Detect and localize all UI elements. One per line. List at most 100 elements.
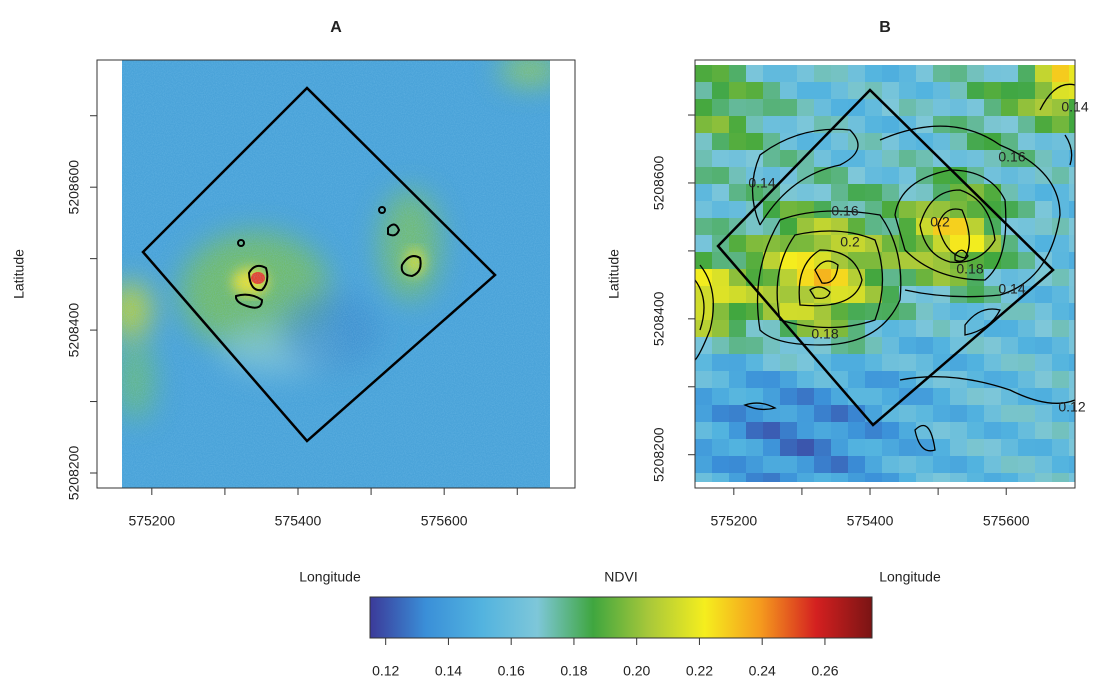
raster-cell <box>814 184 832 202</box>
raster-cell <box>780 405 798 423</box>
colorbar-tick-label: 0.16 <box>498 663 525 679</box>
raster-cell <box>780 99 798 117</box>
contour-label: 0.18 <box>811 326 838 342</box>
raster-cell <box>712 337 730 355</box>
raster-cell <box>712 252 730 270</box>
raster-cell <box>984 456 1002 474</box>
raster-cell <box>695 82 713 100</box>
raster-cell <box>865 371 883 389</box>
panel-title: A <box>330 19 342 36</box>
raster-cell <box>695 235 713 253</box>
raster-cell <box>729 371 747 389</box>
raster-cell <box>1052 456 1070 474</box>
raster-cell <box>882 99 900 117</box>
raster-cell <box>763 116 781 134</box>
x-tick-label: 575400 <box>275 513 322 529</box>
contour-label: 0.18 <box>956 261 983 277</box>
x-axis-label: Longitude <box>879 569 941 585</box>
raster-cell <box>848 320 866 338</box>
raster-cell <box>916 388 934 406</box>
raster-cell <box>882 388 900 406</box>
raster-cell <box>882 150 900 168</box>
raster-cell <box>1018 354 1036 372</box>
raster-cell <box>848 133 866 151</box>
raster-cell <box>984 82 1002 100</box>
raster-cell <box>814 456 832 474</box>
raster-cell <box>763 133 781 151</box>
raster-cell <box>882 218 900 236</box>
contour-label: 0.14 <box>998 281 1025 297</box>
raster-cell <box>1052 133 1070 151</box>
raster-cell <box>814 439 832 457</box>
raster-cell <box>780 167 798 185</box>
raster-cell <box>1035 133 1053 151</box>
raster-cell <box>1035 320 1053 338</box>
contour-label: 0.12 <box>1058 399 1085 415</box>
raster-cell <box>1069 439 1075 457</box>
raster-cell <box>1018 473 1036 482</box>
raster-cell <box>933 65 951 83</box>
raster-cell <box>899 269 917 287</box>
raster-cell <box>950 354 968 372</box>
raster-cell <box>848 218 866 236</box>
raster-cell <box>950 303 968 321</box>
raster-cell <box>797 201 815 219</box>
raster-cell <box>865 65 883 83</box>
raster-cell <box>780 184 798 202</box>
raster-cell <box>1001 320 1019 338</box>
raster-cell <box>797 150 815 168</box>
raster-cell <box>1052 320 1070 338</box>
raster-b <box>695 65 1075 482</box>
raster-cell <box>1035 218 1053 236</box>
raster-cell <box>950 405 968 423</box>
raster-cell <box>797 82 815 100</box>
raster-cell <box>814 354 832 372</box>
colorbar-tick-label: 0.24 <box>749 663 776 679</box>
raster-cell <box>916 405 934 423</box>
raster-cell <box>746 456 764 474</box>
raster-cell <box>882 65 900 83</box>
raster-cell <box>1052 218 1070 236</box>
raster-cell <box>763 150 781 168</box>
raster-cell <box>950 473 968 482</box>
raster-cell <box>780 337 798 355</box>
raster-cell <box>712 354 730 372</box>
raster-cell <box>1052 388 1070 406</box>
raster-cell <box>831 184 849 202</box>
raster-cell <box>831 337 849 355</box>
raster-cell <box>780 473 798 482</box>
raster-cell <box>984 388 1002 406</box>
raster-cell <box>916 473 934 482</box>
raster-cell <box>1018 269 1036 287</box>
raster-cell <box>712 473 730 482</box>
raster-cell <box>1001 201 1019 219</box>
raster-cell <box>848 82 866 100</box>
raster-cell <box>950 388 968 406</box>
raster-cell <box>1052 269 1070 287</box>
contour-label: 0.14 <box>748 175 775 191</box>
raster-cell <box>729 405 747 423</box>
raster-cell <box>1001 133 1019 151</box>
raster-cell <box>814 133 832 151</box>
raster-cell <box>695 150 713 168</box>
raster-cell <box>814 371 832 389</box>
raster-cell <box>729 167 747 185</box>
raster-cell <box>1035 167 1053 185</box>
raster-cell <box>780 252 798 270</box>
raster-cell <box>1069 269 1075 287</box>
raster-cell <box>933 167 951 185</box>
raster-cell <box>1001 150 1019 168</box>
raster-cell <box>1035 201 1053 219</box>
raster-cell <box>763 167 781 185</box>
raster-cell <box>1035 473 1053 482</box>
raster-cell <box>899 320 917 338</box>
raster-cell <box>865 150 883 168</box>
raster-cell <box>882 184 900 202</box>
raster-cell <box>933 99 951 117</box>
raster-cell <box>882 405 900 423</box>
raster-cell <box>933 473 951 482</box>
raster-cell <box>933 422 951 440</box>
frame-a <box>96 59 576 489</box>
raster-cell <box>899 286 917 304</box>
raster-cell <box>763 303 781 321</box>
